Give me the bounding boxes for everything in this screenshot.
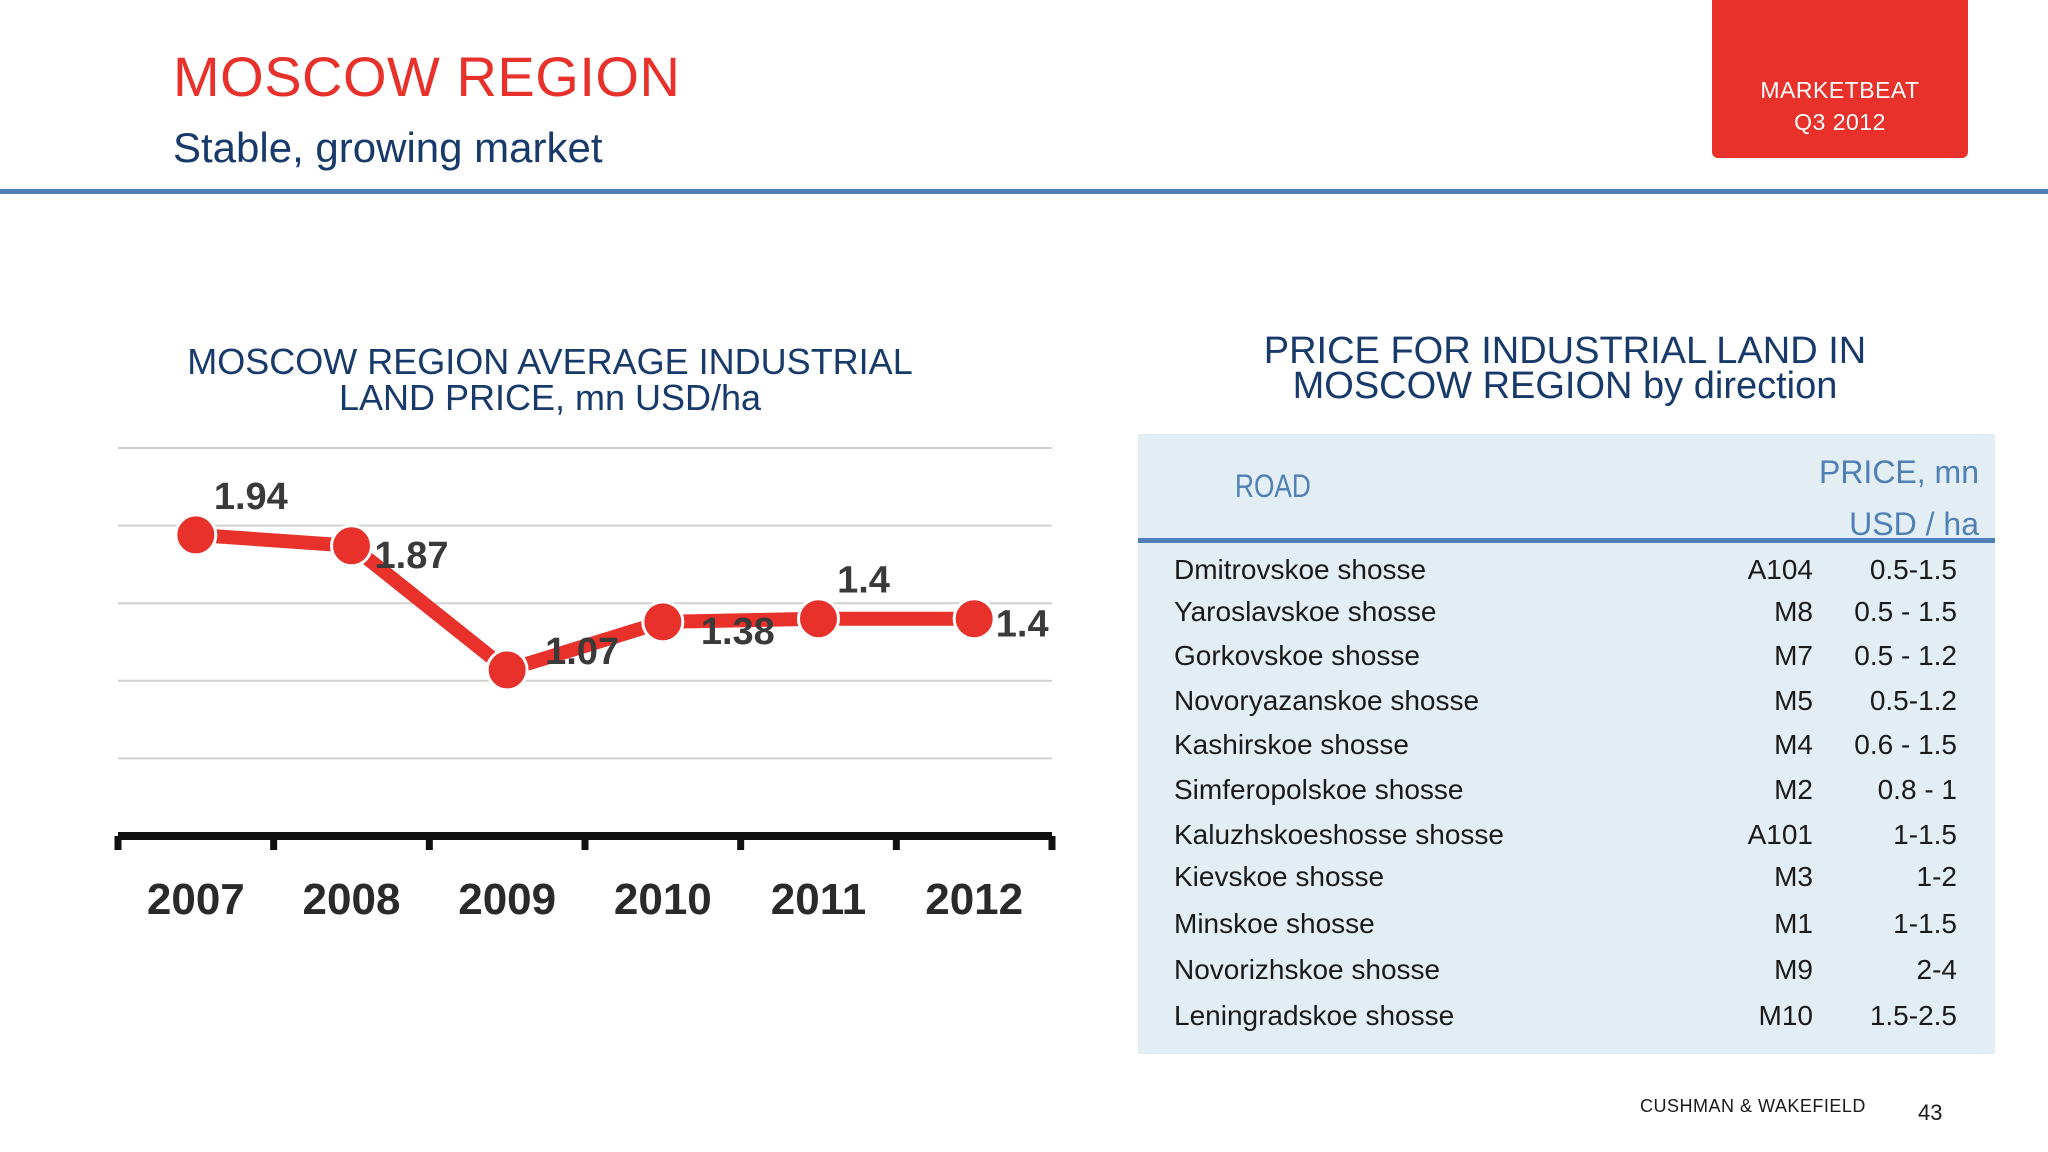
x-tick-label: 2012 — [925, 875, 1023, 924]
road-code: M2 — [1774, 774, 1813, 805]
road-name: Gorkovskoe shosse — [1174, 640, 1420, 671]
price-table: ROAD PRICE, mn USD / ha Dmitrovskoe shos… — [1138, 434, 1995, 1054]
table-row: Kievskoe shosse M3 1-2 — [1138, 861, 1995, 901]
table-row: Kashirskoe shosse M4 0.6 - 1.5 — [1138, 729, 1995, 769]
road-name: Kashirskoe shosse — [1174, 729, 1410, 760]
x-tick-label: 2010 — [614, 875, 712, 924]
x-tick-label: 2007 — [147, 875, 245, 924]
data-point — [797, 597, 840, 641]
marketbeat-tag: MARKETBEAT Q3 2012 — [1712, 0, 1968, 158]
road-code: M1 — [1774, 908, 1813, 939]
table-row: Gorkovskoe shosse M7 0.5 - 1.2 — [1138, 640, 1995, 680]
road-name: Kievskoe shosse — [1174, 861, 1385, 892]
table-header-price: PRICE, mn USD / ha — [1739, 446, 1979, 550]
page-number: 43 — [1918, 1100, 1943, 1125]
road-name: Leningradskoe shosse — [1174, 1000, 1455, 1031]
line-chart: 1.94 1.87 1.07 1.38 1.4 1.4 2007 2008 2009 2010 20… — [114, 447, 1056, 924]
table-row: Novoryazanskoe shosse M5 0.5-1.2 — [1138, 685, 1995, 725]
road-price: 1-1.5 — [1893, 908, 1957, 939]
road-price: 2-4 — [1916, 954, 1957, 985]
road-price: 0.5 - 1.2 — [1854, 640, 1957, 671]
table-row: Minskoe shosse M1 1-1.5 — [1138, 908, 1995, 948]
table-row: Dmitrovskoe shosse A104 0.5-1.5 — [1138, 554, 1995, 594]
tag-line-2: Q3 2012 — [1794, 109, 1886, 135]
data-label: 1.38 — [701, 611, 775, 653]
road-name: Simferopolskoe shosse — [1174, 774, 1464, 805]
data-point — [174, 513, 218, 557]
table-header-price-line-1: PRICE, mn — [1818, 454, 1979, 490]
x-tick-label: 2008 — [303, 875, 401, 924]
x-tick-label: 2009 — [458, 875, 556, 924]
road-code: A104 — [1747, 554, 1813, 585]
road-price: 0.6 - 1.5 — [1854, 729, 1957, 760]
road-name: Yaroslavskoe shosse — [1174, 596, 1437, 627]
road-name: Novorizhskoe shosse — [1174, 954, 1441, 985]
road-price: 0.5 - 1.5 — [1854, 596, 1957, 627]
road-price: 0.5-1.2 — [1869, 685, 1957, 716]
data-label: 1.4 — [837, 560, 890, 602]
page-subtitle: Stable, growing market — [173, 124, 603, 171]
road-code: M10 — [1758, 1000, 1813, 1031]
table-row: Leningradskoe shosse M10 1.5-2.5 — [1138, 1000, 1995, 1040]
tag-line-1: MARKETBEAT — [1760, 77, 1920, 103]
chart-title-line-1: MOSCOW REGION AVERAGE INDUSTRIAL — [187, 341, 913, 382]
data-label: 1.94 — [214, 476, 288, 518]
footer-brand: CUSHMAN & WAKEFIELD — [1640, 1096, 1866, 1116]
data-label: 1.4 — [996, 604, 1049, 646]
chart-title: MOSCOW REGION AVERAGE INDUSTRIAL LAND PR… — [110, 344, 990, 416]
road-name: Dmitrovskoe shosse — [1174, 554, 1427, 585]
page-title: MOSCOW REGION — [173, 45, 681, 108]
x-tick-label: 2011 — [771, 875, 866, 924]
table-row: Simferopolskoe shosse M2 0.8 - 1 — [1138, 774, 1995, 814]
road-price: 0.5-1.5 — [1869, 554, 1957, 585]
data-point — [485, 648, 529, 692]
table-title-line-1: PRICE FOR INDUSTRIAL LAND IN — [1263, 330, 1867, 372]
road-price: 1-2 — [1916, 861, 1957, 892]
chart-title-line-2: LAND PRICE, mn USD/ha — [338, 377, 762, 418]
table-header-price-line-2: USD / ha — [1849, 506, 1979, 542]
road-code: M9 — [1774, 954, 1813, 985]
road-name: Kaluzhskoeshosse shosse — [1174, 819, 1504, 850]
table-row: Yaroslavskoe shosse M8 0.5 - 1.5 — [1138, 596, 1995, 636]
table-header-divider — [1138, 538, 1995, 543]
road-code: M4 — [1774, 729, 1813, 760]
data-point — [641, 600, 685, 644]
road-price: 1-1.5 — [1893, 819, 1957, 850]
data-point — [330, 524, 373, 568]
road-code: A101 — [1747, 819, 1813, 850]
road-code: M5 — [1774, 685, 1813, 716]
series-line — [195, 527, 975, 677]
table-row: Novorizhskoe shosse M9 2-4 — [1138, 954, 1995, 994]
road-name: Minskoe shosse — [1174, 908, 1375, 939]
road-code: M8 — [1774, 596, 1813, 627]
road-name: Novoryazanskoe shosse — [1174, 685, 1480, 716]
data-label: 1.87 — [375, 535, 449, 577]
data-label: 1.07 — [545, 631, 619, 673]
header-divider — [0, 189, 2048, 194]
table-title-line-2: MOSCOW REGION by direction — [1292, 365, 1838, 407]
road-price: 0.8 - 1 — [1877, 774, 1957, 805]
road-code: M3 — [1774, 861, 1813, 892]
table-row: Kaluzhskoeshosse shosse A101 1-1.5 — [1138, 819, 1995, 859]
data-point — [952, 597, 996, 641]
table-title: PRICE FOR INDUSTRIAL LAND IN MOSCOW REGI… — [1120, 330, 2010, 407]
table-header-road: ROAD — [1235, 468, 1311, 504]
road-price: 1.5-2.5 — [1869, 1000, 1957, 1031]
road-code: M7 — [1774, 640, 1813, 671]
